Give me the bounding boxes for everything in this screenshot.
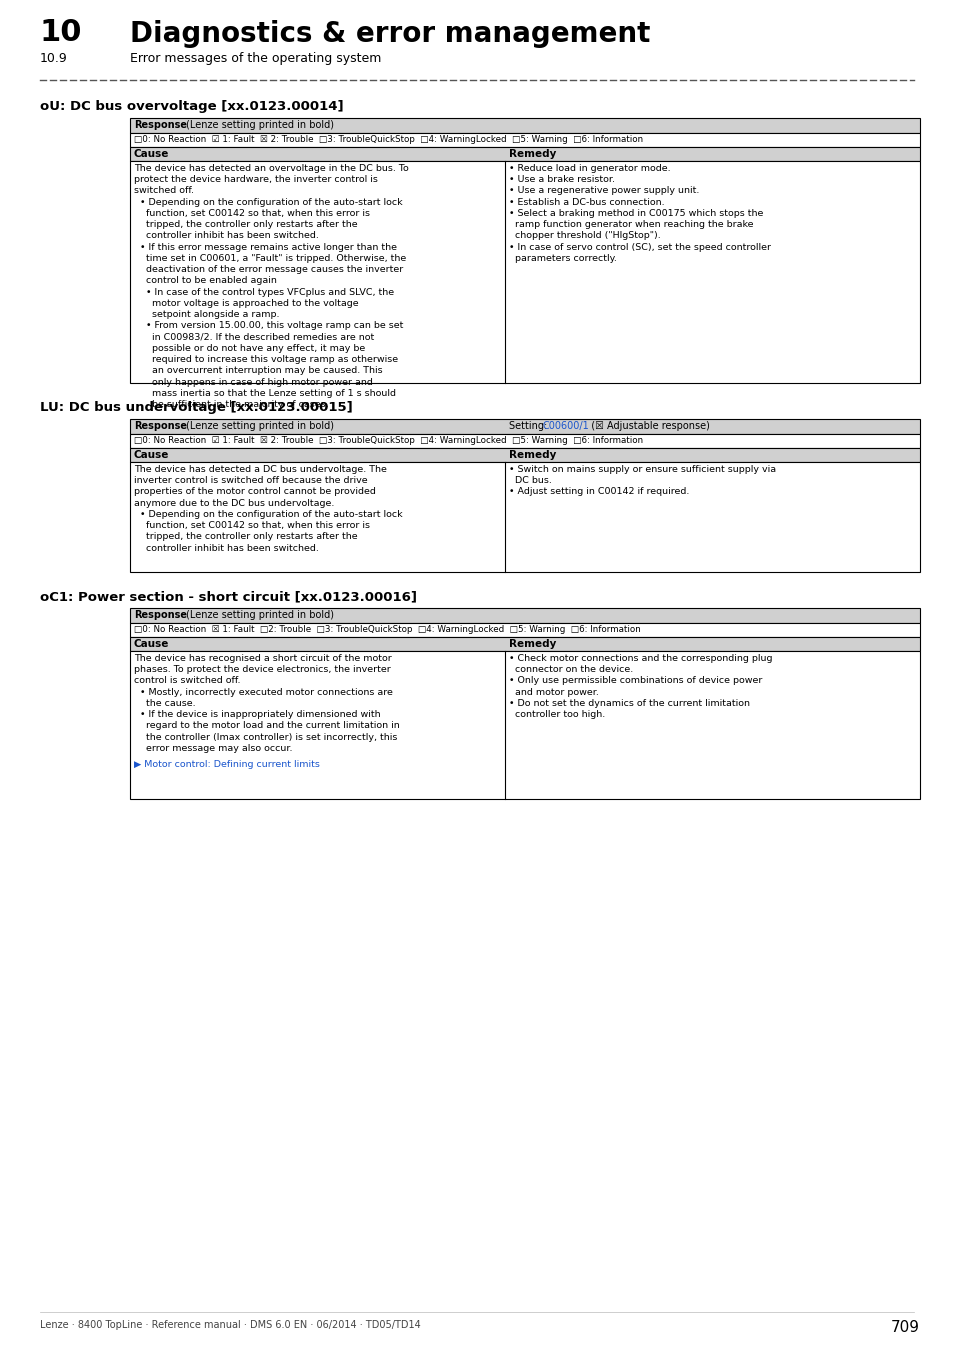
Bar (130, 161, 919, 383)
Text: □0: No Reaction  ☑ 1: Fault  ☒ 2: Trouble  □3: TroubleQuickStop  □4: WarningLock: □0: No Reaction ☑ 1: Fault ☒ 2: Trouble … (133, 135, 642, 144)
Text: Remedy: Remedy (509, 450, 556, 460)
Text: Response: Response (133, 120, 187, 130)
Text: (Lenze setting printed in bold): (Lenze setting printed in bold) (186, 610, 334, 620)
Text: The device has detected an overvoltage in the DC bus. To
protect the device hard: The device has detected an overvoltage i… (133, 163, 408, 409)
Text: • Switch on mains supply or ensure sufficient supply via
  DC bus.
• Adjust sett: • Switch on mains supply or ensure suffi… (509, 464, 776, 497)
Text: □0: No Reaction  ☒ 1: Fault  □2: Trouble  □3: TroubleQuickStop  □4: WarningLocke: □0: No Reaction ☒ 1: Fault □2: Trouble □… (133, 625, 640, 634)
Text: 709: 709 (890, 1320, 919, 1335)
Text: Diagnostics & error management: Diagnostics & error management (130, 20, 650, 49)
Text: • Check motor connections and the corresponding plug
  connector on the device.
: • Check motor connections and the corres… (509, 653, 772, 720)
Text: The device has detected a DC bus undervoltage. The
inverter control is switched : The device has detected a DC bus undervo… (133, 464, 402, 552)
Text: Error messages of the operating system: Error messages of the operating system (130, 53, 381, 65)
Text: Cause: Cause (133, 450, 170, 460)
Text: Cause: Cause (133, 639, 170, 649)
Text: (Lenze setting printed in bold): (Lenze setting printed in bold) (186, 120, 334, 130)
Bar (130, 448, 919, 462)
Bar (130, 608, 919, 622)
Bar (130, 637, 919, 651)
Bar (130, 117, 919, 134)
Text: Setting:: Setting: (509, 421, 550, 431)
Text: The device has recognised a short circuit of the motor
phases. To protect the de: The device has recognised a short circui… (133, 653, 399, 753)
Bar (130, 433, 919, 448)
Text: Remedy: Remedy (509, 148, 556, 159)
Bar (130, 622, 919, 637)
Text: • Reduce load in generator mode.
• Use a brake resistor.
• Use a regenerative po: • Reduce load in generator mode. • Use a… (509, 163, 770, 263)
Text: 10: 10 (40, 18, 82, 47)
Text: (☒ Adjustable response): (☒ Adjustable response) (584, 421, 709, 431)
Bar (130, 147, 919, 161)
Text: (Lenze setting printed in bold): (Lenze setting printed in bold) (186, 421, 334, 431)
Bar (130, 462, 919, 572)
Bar (130, 651, 919, 799)
Text: C00600/1: C00600/1 (542, 421, 589, 431)
Text: Cause: Cause (133, 148, 170, 159)
Text: LU: DC bus undervoltage [xx.0123.00015]: LU: DC bus undervoltage [xx.0123.00015] (40, 401, 353, 414)
Bar (130, 418, 919, 433)
Text: Response: Response (133, 421, 187, 431)
Text: oC1: Power section - short circuit [xx.0123.00016]: oC1: Power section - short circuit [xx.0… (40, 590, 416, 603)
Text: □0: No Reaction  ☑ 1: Fault  ☒ 2: Trouble  □3: TroubleQuickStop  □4: WarningLock: □0: No Reaction ☑ 1: Fault ☒ 2: Trouble … (133, 436, 642, 446)
Text: Response: Response (133, 610, 187, 620)
Text: ▶ Motor control: Defining current limits: ▶ Motor control: Defining current limits (133, 760, 319, 770)
Text: 10.9: 10.9 (40, 53, 68, 65)
Text: oU: DC bus overvoltage [xx.0123.00014]: oU: DC bus overvoltage [xx.0123.00014] (40, 100, 343, 113)
Text: Lenze · 8400 TopLine · Reference manual · DMS 6.0 EN · 06/2014 · TD05/TD14: Lenze · 8400 TopLine · Reference manual … (40, 1320, 420, 1330)
Text: Remedy: Remedy (509, 639, 556, 649)
Bar (130, 134, 919, 147)
